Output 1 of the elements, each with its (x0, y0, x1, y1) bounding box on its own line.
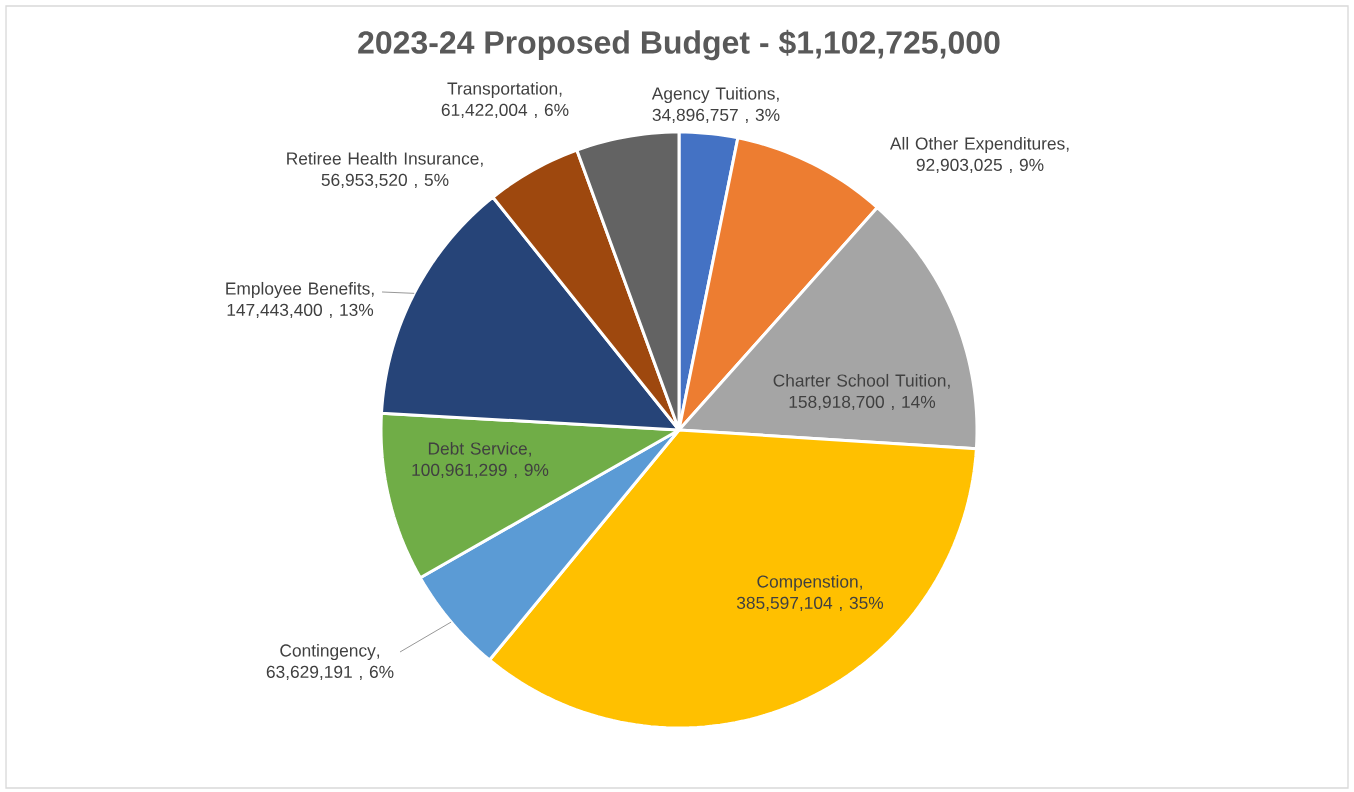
chart-title: 2023-24 Proposed Budget - $1,102,725,000 (358, 29, 1000, 61)
